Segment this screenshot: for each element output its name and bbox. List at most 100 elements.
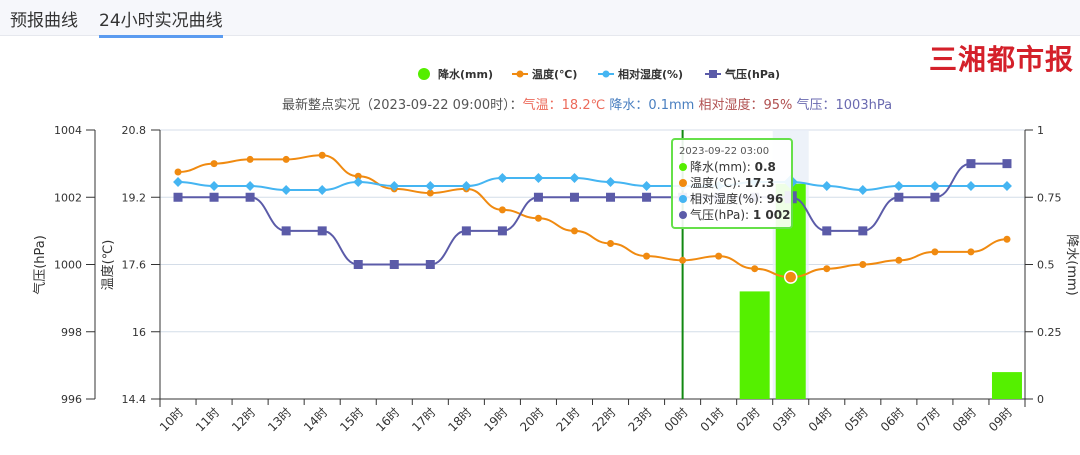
temp-point: [426, 189, 434, 197]
subtitle-humidity: 相对湿度：95%: [694, 97, 792, 113]
pressure-axis-title: 气压(hPa): [32, 235, 48, 295]
legend-pressure-marker: [709, 70, 717, 78]
x-tick-label: 08时: [950, 405, 979, 434]
temp-point: [895, 256, 903, 264]
humidity-point: [281, 185, 292, 195]
temp-point: [354, 172, 362, 180]
temp-point: [246, 155, 254, 163]
pressure-point: [281, 226, 291, 236]
pressure-point: [389, 260, 399, 269]
x-tick-label: 14时: [301, 405, 330, 434]
temp-point: [498, 206, 506, 214]
pressure-point: [642, 192, 652, 202]
rain-dot-icon: [679, 163, 687, 171]
temp-point: [1003, 235, 1011, 243]
rain-bar: [739, 291, 770, 399]
pressure-tick-label: 998: [61, 326, 82, 339]
x-tick-label: 18时: [445, 405, 474, 434]
rain-bar: [991, 372, 1022, 399]
pressure-point: [569, 192, 579, 202]
temp-point: [210, 160, 218, 168]
tooltip-rain-value: 0.8: [754, 160, 776, 174]
latest-observation-subtitle: 最新整点实况（2023-09-22 09:00时）：气温：18.2℃ 降水：0.…: [282, 97, 892, 113]
tab-24h-observed-curve[interactable]: 24小时实况曲线: [99, 6, 223, 38]
rain-tick-label: 0.5: [1037, 259, 1055, 272]
legend-label: 降水(mm): [438, 67, 493, 81]
series-line-1: [178, 154, 1008, 279]
temp-point: [174, 168, 182, 176]
humidity-point: [605, 177, 616, 187]
humidity-point: [965, 181, 976, 191]
pressure-point: [317, 226, 327, 236]
tooltip-time: 2023-09-22 03:00: [679, 146, 770, 157]
x-tick-label: 02时: [734, 405, 763, 434]
pressure-point: [858, 226, 868, 236]
temp-point: [282, 155, 290, 163]
x-tick-label: 16时: [373, 405, 402, 434]
subtitle-pressure: 气压：1003hPa: [792, 97, 892, 113]
humidity-point: [497, 173, 508, 183]
tab-bar: 预报曲线 24小时实况曲线: [0, 0, 1080, 38]
subtitle-prefix: 最新整点实况（2023-09-22 09:00时）：: [282, 97, 523, 113]
pressure-point: [497, 226, 507, 236]
temp-point: [931, 248, 939, 256]
tab-forecast-curve[interactable]: 预报曲线: [10, 11, 78, 31]
x-tick-label: 22时: [589, 405, 618, 434]
humidity-point: [245, 181, 256, 191]
temp-point: [643, 252, 651, 260]
x-tick-label: 12时: [229, 405, 258, 434]
temp-point: [967, 248, 975, 256]
x-tick-label: 23时: [625, 405, 654, 434]
pressure-tick-label: 1000: [54, 259, 82, 272]
tooltip-temp-label: 温度(℃):: [690, 176, 745, 190]
tooltip-temp-value: 17.3: [744, 176, 775, 190]
tooltip-row-temp: 温度(℃): 17.3: [679, 175, 785, 191]
temp-tick-label: 14.4: [122, 393, 147, 406]
temp-point: [823, 265, 831, 273]
pressure-point: [245, 192, 255, 202]
humidity-point: [461, 181, 472, 191]
humidity-point: [641, 181, 652, 191]
subtitle-temp: 气温：18.2℃: [523, 97, 606, 113]
humidity-point: [317, 185, 328, 195]
pressure-dot-icon: [679, 211, 687, 219]
temp-point: [715, 252, 723, 260]
x-tick-label: 10时: [157, 405, 186, 434]
temp-tick-label: 16: [132, 326, 146, 339]
humidity-point: [173, 177, 183, 187]
humidity-point: [209, 181, 220, 191]
temp-point: [679, 256, 687, 264]
pressure-point: [930, 192, 940, 202]
tooltip-pressure-label: 气压(hPa):: [690, 208, 753, 222]
x-tick-label: 03时: [770, 405, 799, 434]
x-tick-label: 07时: [914, 405, 943, 434]
pressure-point: [606, 192, 616, 202]
temp-point: [859, 261, 867, 268]
temp-point: [607, 239, 615, 247]
legend-marker-icon: [516, 70, 524, 78]
temp-point: [318, 151, 326, 159]
pressure-point: [966, 159, 976, 169]
legend-label: 温度(℃): [532, 67, 577, 81]
rain-axis-title: 降水(mm): [1064, 234, 1079, 295]
tooltip-row-humidity: 相对湿度(%): 96: [679, 191, 785, 207]
temp-point: [751, 265, 759, 273]
x-tick-label: 20时: [517, 405, 546, 434]
watermark-logo: 三湘都市报: [928, 43, 1074, 76]
legend-marker-icon: [602, 70, 610, 78]
pressure-point: [822, 226, 832, 236]
x-tick-label: 21时: [553, 405, 582, 434]
temp-tick-label: 17.6: [122, 259, 147, 272]
humidity-point: [389, 181, 400, 191]
humidity-point: [1002, 181, 1012, 191]
x-tick-label: 01时: [698, 405, 727, 434]
pressure-tick-label: 1002: [54, 191, 82, 204]
humidity-point: [929, 181, 940, 191]
pressure-point: [173, 192, 183, 202]
temp-tick-label: 19.2: [122, 191, 147, 204]
x-tick-label: 04时: [806, 405, 835, 434]
humidity-point: [353, 177, 364, 187]
humidity-dot-icon: [679, 195, 687, 203]
tooltip-humidity-value: 96: [766, 192, 784, 206]
